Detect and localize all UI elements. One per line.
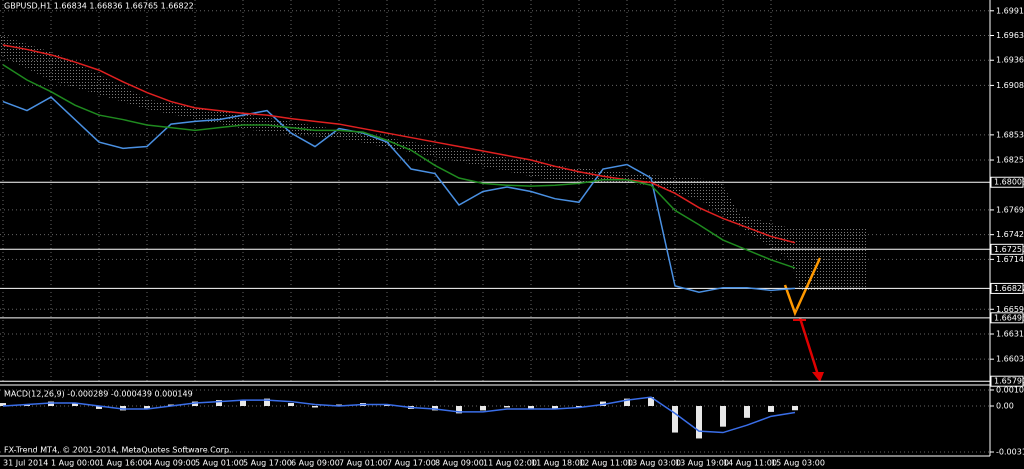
level-label-box <box>990 176 1024 188</box>
level-label: 1.66495 <box>994 313 1024 322</box>
x-tick-label: 31 Jul 2014 <box>3 459 48 468</box>
x-tick-label: 4 Aug 09:00 <box>147 459 196 468</box>
series-line <box>2 96 796 293</box>
x-tick-label: 1 Aug 00:00 <box>51 459 100 468</box>
macd-title: MACD(12,26,9) -0.000289 -0.000439 0.0001… <box>4 390 193 399</box>
histogram-bar <box>72 403 78 406</box>
level-label: 1.68003 <box>994 178 1024 187</box>
histogram-bar <box>312 405 318 408</box>
x-tick-label: 1 Aug 16:00 <box>99 459 148 468</box>
histogram-bar <box>216 400 222 406</box>
symbol-info: GBPUSD,H1 1.66834 1.66836 1.66765 1.6682… <box>4 2 194 11</box>
series-line <box>2 64 796 269</box>
x-tick-label: 8 Aug 09:00 <box>435 459 484 468</box>
histogram-bar <box>528 405 534 409</box>
x-tick-label: 7 Aug 01:00 <box>339 459 388 468</box>
y-tick-label: 1.66315 <box>996 330 1024 339</box>
y-tick-label: 1.68530 <box>996 130 1024 139</box>
histogram-bar <box>264 398 270 406</box>
x-tick-label: 15 Aug 03:00 <box>771 459 825 468</box>
x-tick-label: 6 Aug 09:00 <box>291 459 340 468</box>
level-label-box <box>990 282 1024 294</box>
level-label-box <box>990 375 1024 387</box>
y-tick-label: 0.001084 <box>996 386 1024 395</box>
histogram-bar <box>696 405 702 439</box>
histogram-bar <box>144 405 150 409</box>
x-tick-label: 5 Aug 17:00 <box>243 459 292 468</box>
histogram-bar <box>96 405 102 409</box>
x-tick-label: 13 Aug 19:00 <box>675 459 729 468</box>
x-tick-label: 5 Aug 01:00 <box>195 459 244 468</box>
histogram-bar <box>288 403 294 406</box>
projection-arrow <box>783 257 822 317</box>
y-tick-label: 1.66590 <box>996 305 1024 314</box>
y-tick-label: 1.67695 <box>996 205 1024 214</box>
projection-arrow <box>798 317 820 376</box>
level-label-box <box>990 243 1024 255</box>
y-tick-label: 1.69360 <box>996 56 1024 65</box>
histogram-bar <box>480 405 486 411</box>
y-tick-label: 1.67145 <box>996 255 1024 264</box>
y-tick-label: -0.003118 <box>996 448 1024 457</box>
histogram-bar <box>624 398 630 406</box>
level-label: 1.66822 <box>994 284 1024 293</box>
level-label: 1.65790 <box>994 377 1024 386</box>
histogram-bar <box>648 397 654 406</box>
histogram-bar <box>240 400 246 406</box>
histogram-bar <box>552 405 558 409</box>
level-label-box <box>990 312 1024 324</box>
x-tick-label: 13 Aug 03:00 <box>627 459 681 468</box>
y-tick-label: 1.68250 <box>996 156 1024 165</box>
y-tick-label: 1.67420 <box>996 230 1024 239</box>
y-tick-label: 1.69635 <box>996 31 1024 40</box>
series-line <box>2 44 796 244</box>
x-tick-label: 11 Aug 02:00 <box>483 459 537 468</box>
x-tick-label: 11 Aug 18:00 <box>531 459 585 468</box>
series-line <box>2 396 796 434</box>
y-tick-label: 1.69910 <box>996 6 1024 15</box>
histogram-bar <box>768 405 774 412</box>
histogram-bar <box>0 403 6 406</box>
histogram-bar <box>504 405 510 408</box>
x-tick-label: 14 Aug 11:00 <box>723 459 777 468</box>
x-tick-label: 12 Aug 11:00 <box>579 459 633 468</box>
y-tick-label: 1.66035 <box>996 355 1024 364</box>
histogram-bar <box>672 405 678 433</box>
y-tick-label: 0.00 <box>996 401 1014 410</box>
y-tick-label: 1.69080 <box>996 81 1024 90</box>
histogram-bar <box>456 405 462 414</box>
histogram-bar <box>792 405 798 411</box>
x-tick-label: 7 Aug 17:00 <box>387 459 436 468</box>
copyright: FX-Trend MT4, © 2001-2014, MetaQuotes So… <box>4 446 232 455</box>
histogram-bar <box>744 405 750 418</box>
histogram-bar <box>720 405 726 427</box>
arrow-head <box>812 372 824 382</box>
level-label: 1.67257 <box>994 245 1024 254</box>
